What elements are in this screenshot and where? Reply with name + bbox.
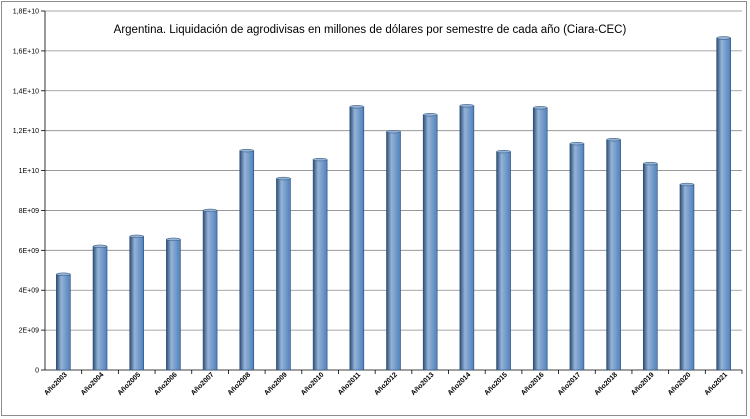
y-tick-label: 2E+09	[19, 328, 40, 335]
x-category-label: Año2011	[337, 371, 362, 396]
y-tick-label: 1,8E+10	[13, 9, 39, 16]
bar-top	[459, 104, 475, 108]
bar-top	[92, 244, 108, 248]
bar-top	[56, 272, 71, 276]
x-category-label: Año2010	[300, 371, 326, 397]
x-category-label: Año2004	[80, 371, 106, 397]
x-category-label: Año2013	[410, 371, 436, 397]
bar-año2011	[349, 106, 365, 371]
bar-top	[166, 237, 181, 242]
x-category-label: Año2014	[447, 371, 473, 397]
bar-año2012	[386, 131, 401, 371]
bar-año2006	[166, 239, 181, 371]
bar-top	[202, 208, 218, 213]
y-tick-label: 0	[35, 368, 39, 375]
bar-top	[569, 141, 585, 146]
y-tick-label: 8E+09	[19, 208, 40, 215]
y-tick-label: 1,6E+10	[13, 48, 39, 55]
bar-año2018	[606, 139, 621, 371]
bar-año2014	[459, 105, 475, 371]
x-category-label: Año2003	[43, 371, 69, 397]
bar-año2010	[312, 159, 328, 371]
x-category-label: Año2019	[630, 371, 656, 397]
bar-año2013	[422, 114, 438, 371]
bar-año2020	[679, 184, 695, 371]
bars	[56, 36, 731, 371]
x-category-label: Año2012	[373, 371, 399, 397]
bar-año2005	[129, 236, 145, 371]
bar-top	[606, 137, 621, 142]
y-axis-tick-labels: 0 2E+09 4E+09 6E+09 8E+09 1E+10 1,2E+10 1,4E+10…	[13, 9, 39, 375]
bar-top	[422, 113, 438, 117]
x-category-label: Año2009	[263, 371, 289, 397]
bar-top	[716, 36, 731, 40]
x-category-label: Año2017	[557, 371, 583, 397]
bar-top	[532, 106, 548, 110]
bar-top	[643, 161, 658, 166]
bar-top	[679, 182, 695, 187]
bar-año2017	[569, 143, 585, 371]
bar-año2021	[716, 37, 731, 371]
x-category-label: Año2018	[593, 371, 619, 397]
bar-año2003	[56, 273, 71, 371]
bar-año2007	[202, 210, 218, 371]
bar-año2019	[642, 163, 658, 371]
bar-top	[239, 148, 255, 153]
bar-top	[276, 176, 291, 181]
x-category-label: Año2005	[117, 371, 143, 397]
y-tick-label: 1,2E+10	[13, 128, 39, 135]
bar-año2016	[532, 107, 548, 371]
bar-año2015	[496, 151, 511, 371]
bar-año2004	[92, 246, 108, 371]
x-category-label: Año2006	[153, 371, 179, 397]
bar-top	[129, 234, 144, 239]
bar-año2009	[276, 178, 291, 371]
y-tick-label: 6E+09	[19, 248, 40, 255]
chart-title: Argentina. Liquidación de agrodivisas en…	[114, 24, 627, 36]
bar-top	[349, 105, 365, 109]
bar-top	[496, 149, 511, 154]
y-tick-label: 4E+09	[19, 288, 40, 295]
x-category-label: Año2020	[667, 371, 693, 397]
x-category-label: Año2021	[703, 371, 729, 397]
y-tick-label: 1,4E+10	[13, 88, 39, 95]
bar-top	[386, 130, 401, 134]
x-category-label: Año2007	[190, 371, 216, 397]
x-category-label: Año2016	[520, 371, 546, 397]
bar-top	[312, 157, 328, 162]
y-tick-label: 1E+10	[19, 168, 40, 175]
x-axis-category-labels: Año2003 Año2004 Año2005 Año2006 Año2007 Año20…	[43, 371, 729, 397]
x-category-label: Año2008	[227, 371, 253, 397]
bar-año2008	[239, 150, 255, 371]
x-category-label: Año2015	[483, 371, 509, 397]
